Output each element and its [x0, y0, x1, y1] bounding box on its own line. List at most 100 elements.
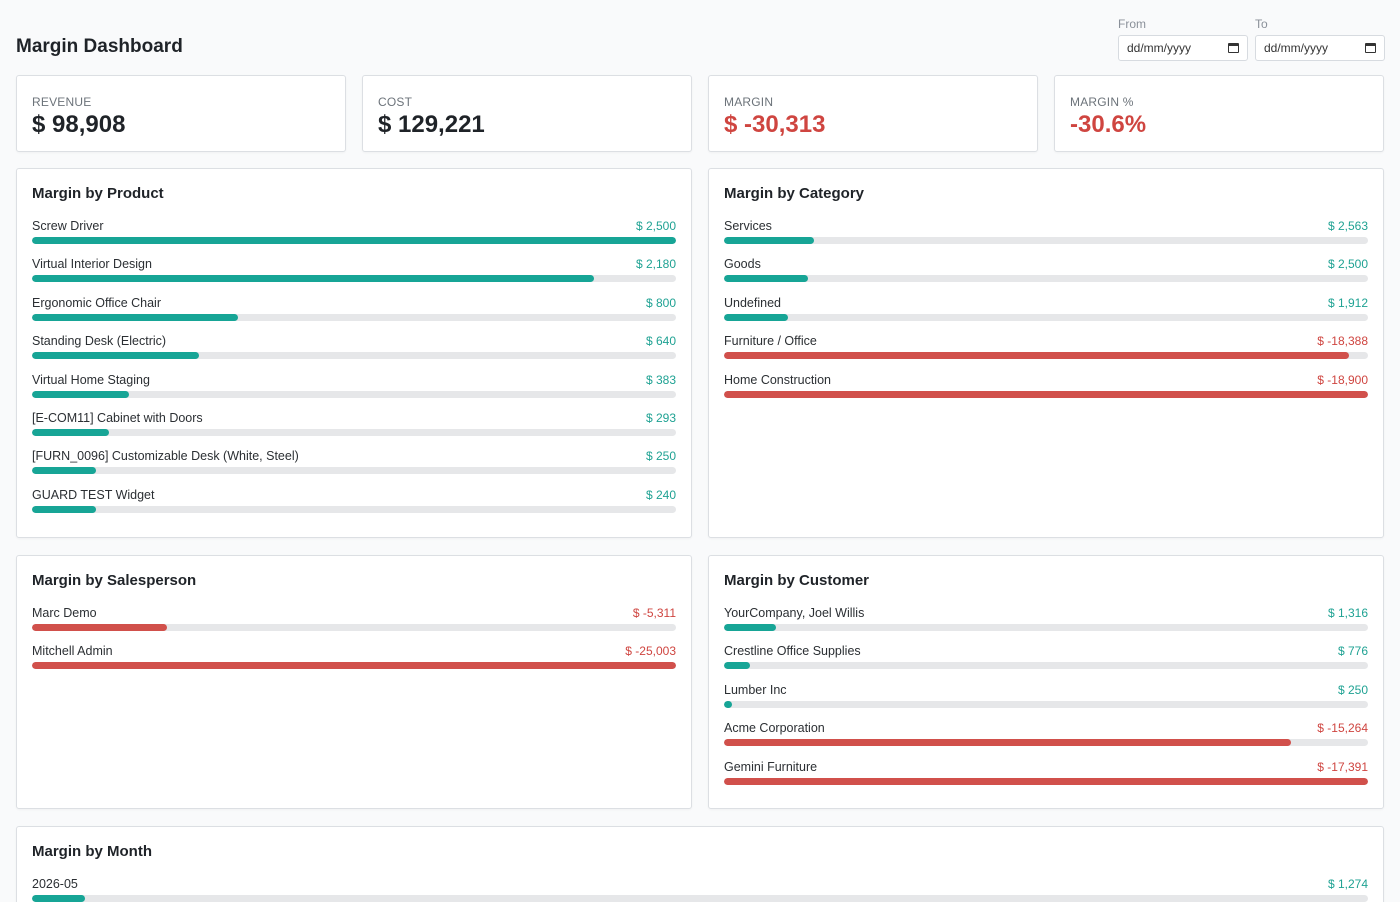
bar-track — [724, 777, 1368, 785]
bar-amount: $ 1,316 — [1327, 606, 1368, 620]
bar-track — [724, 275, 1368, 283]
bar-row: 2026-05 $ 1,274 — [32, 877, 1368, 902]
to-date-value: dd/mm/yyyy — [1264, 41, 1329, 55]
from-date-input[interactable]: dd/mm/yyyy — [1118, 35, 1248, 61]
bar-label: Undefined — [724, 295, 781, 310]
kpi-label: MARGIN — [724, 95, 774, 109]
panel-title: Margin by Product — [32, 185, 164, 202]
panel-margin-by-category: Margin by Category Services $ 2,563 Goods $… — [708, 168, 1384, 538]
bar-fill — [724, 700, 732, 708]
bar-fill — [724, 275, 808, 283]
bar-label: YourCompany, Joel Willis — [724, 606, 865, 620]
bar-fill — [32, 390, 129, 398]
bar-row: Goods $ 2,500 — [724, 257, 1368, 295]
bar-label: Crestline Office Supplies — [724, 644, 861, 659]
to-date-group: To dd/mm/yyyy — [1255, 17, 1385, 61]
bar-fill — [724, 313, 789, 321]
bar-amount: $ -18,900 — [1317, 372, 1368, 387]
bar-track — [724, 739, 1368, 747]
to-label: To — [1255, 17, 1268, 31]
bar-track — [724, 700, 1368, 708]
bar-track — [32, 428, 676, 436]
kpi-value: $ 98,908 — [32, 111, 126, 138]
bar-amount: $ 2,563 — [1327, 219, 1368, 233]
bar-row: Screw Driver $ 2,500 — [32, 219, 676, 257]
bar-fill — [32, 505, 97, 513]
bar-fill — [724, 624, 776, 631]
bar-amount: $ 2,500 — [1327, 257, 1368, 272]
bar-row: Furniture / Office $ -18,388 — [724, 334, 1368, 372]
bar-fill — [32, 352, 199, 360]
bar-row: Virtual Home Staging $ 383 — [32, 373, 676, 411]
bar-amount: $ 383 — [645, 372, 676, 387]
bar-track — [724, 390, 1368, 398]
bar-amount: $ 250 — [645, 449, 676, 464]
bar-label: Home Construction — [724, 372, 831, 387]
bar-fill — [724, 237, 815, 244]
panel-margin-by-month: Margin by Month 2026-05 $ 1,274 — [16, 826, 1384, 902]
bar-amount: $ 250 — [1337, 682, 1368, 697]
bar-label: [E-COM11] Cabinet with Doors — [32, 410, 203, 425]
bar-track — [724, 237, 1368, 244]
kpi-label: MARGIN % — [1070, 95, 1134, 109]
bar-label: Marc Demo — [32, 606, 97, 620]
bar-row: Crestline Office Supplies $ 776 — [724, 644, 1368, 682]
bar-track — [724, 352, 1368, 360]
bar-amount: $ 2,180 — [635, 257, 676, 272]
bar-track — [32, 237, 676, 244]
panel-margin-by-customer: Margin by Customer YourCompany, Joel Wil… — [708, 555, 1384, 809]
page-title: Margin Dashboard — [16, 36, 183, 57]
bar-track — [32, 505, 676, 513]
bar-label: Screw Driver — [32, 219, 104, 233]
bar-row: Ergonomic Office Chair $ 800 — [32, 296, 676, 334]
bar-amount: $ 1,912 — [1327, 295, 1368, 310]
bar-row: Marc Demo $ -5,311 — [32, 606, 676, 644]
bar-fill — [32, 895, 86, 902]
bar-label: Mitchell Admin — [32, 644, 113, 659]
bar-track — [724, 313, 1368, 321]
bar-amount: $ 240 — [645, 487, 676, 502]
bar-fill — [724, 777, 1368, 785]
kpi-value: $ -30,313 — [724, 111, 826, 138]
bar-fill — [724, 662, 750, 670]
bar-amount: $ 293 — [645, 410, 676, 425]
bar-label: Furniture / Office — [724, 334, 817, 349]
bar-amount: $ 776 — [1337, 644, 1368, 659]
bar-track — [32, 895, 1368, 902]
bar-label: Acme Corporation — [724, 721, 825, 736]
header-bar: Margin Dashboard From dd/mm/yyyy To dd/m… — [0, 0, 1400, 75]
bar-track — [724, 624, 1368, 631]
bar-row: Mitchell Admin $ -25,003 — [32, 644, 676, 682]
bar-amount: $ -15,264 — [1317, 721, 1368, 736]
kpi-value: -30.6% — [1070, 111, 1147, 138]
bar-fill — [32, 313, 239, 321]
from-date-group: From dd/mm/yyyy — [1118, 17, 1248, 61]
panel-margin-by-salesperson: Margin by Salesperson Marc Demo $ -5,311 M… — [16, 555, 692, 809]
bar-label: Goods — [724, 257, 761, 272]
calendar-icon[interactable] — [1228, 43, 1239, 53]
bar-fill — [724, 390, 1368, 398]
bar-list: YourCompany, Joel Willis $ 1,316 Crestline… — [724, 606, 1368, 798]
bar-label: GUARD TEST Widget — [32, 487, 155, 502]
bar-amount: $ 1,274 — [1327, 877, 1368, 891]
bar-list: Services $ 2,563 Goods $ 2,500 Undefined $ 1,… — [724, 219, 1368, 411]
bar-fill — [32, 275, 594, 283]
bar-amount: $ -18,388 — [1317, 334, 1368, 349]
bar-fill — [32, 467, 97, 475]
calendar-icon[interactable] — [1365, 43, 1376, 53]
bar-label: Virtual Interior Design — [32, 257, 152, 272]
bar-row: Standing Desk (Electric) $ 640 — [32, 334, 676, 372]
bar-label: Standing Desk (Electric) — [32, 334, 167, 349]
kpi-card-cost: COST $ 129,221 — [362, 75, 692, 152]
bar-row: Services $ 2,563 — [724, 219, 1368, 257]
bar-label: Lumber Inc — [724, 682, 787, 697]
bar-label: 2026-05 — [32, 877, 78, 891]
to-date-input[interactable]: dd/mm/yyyy — [1255, 35, 1385, 61]
bar-row: GUARD TEST Widget $ 240 — [32, 488, 676, 526]
bar-amount: $ 800 — [645, 295, 676, 310]
from-date-value: dd/mm/yyyy — [1127, 41, 1192, 55]
panel-title: Margin by Salesperson — [32, 572, 197, 589]
bar-label: Ergonomic Office Chair — [32, 295, 161, 310]
panel-title: Margin by Customer — [724, 572, 870, 589]
bar-track — [32, 352, 676, 360]
